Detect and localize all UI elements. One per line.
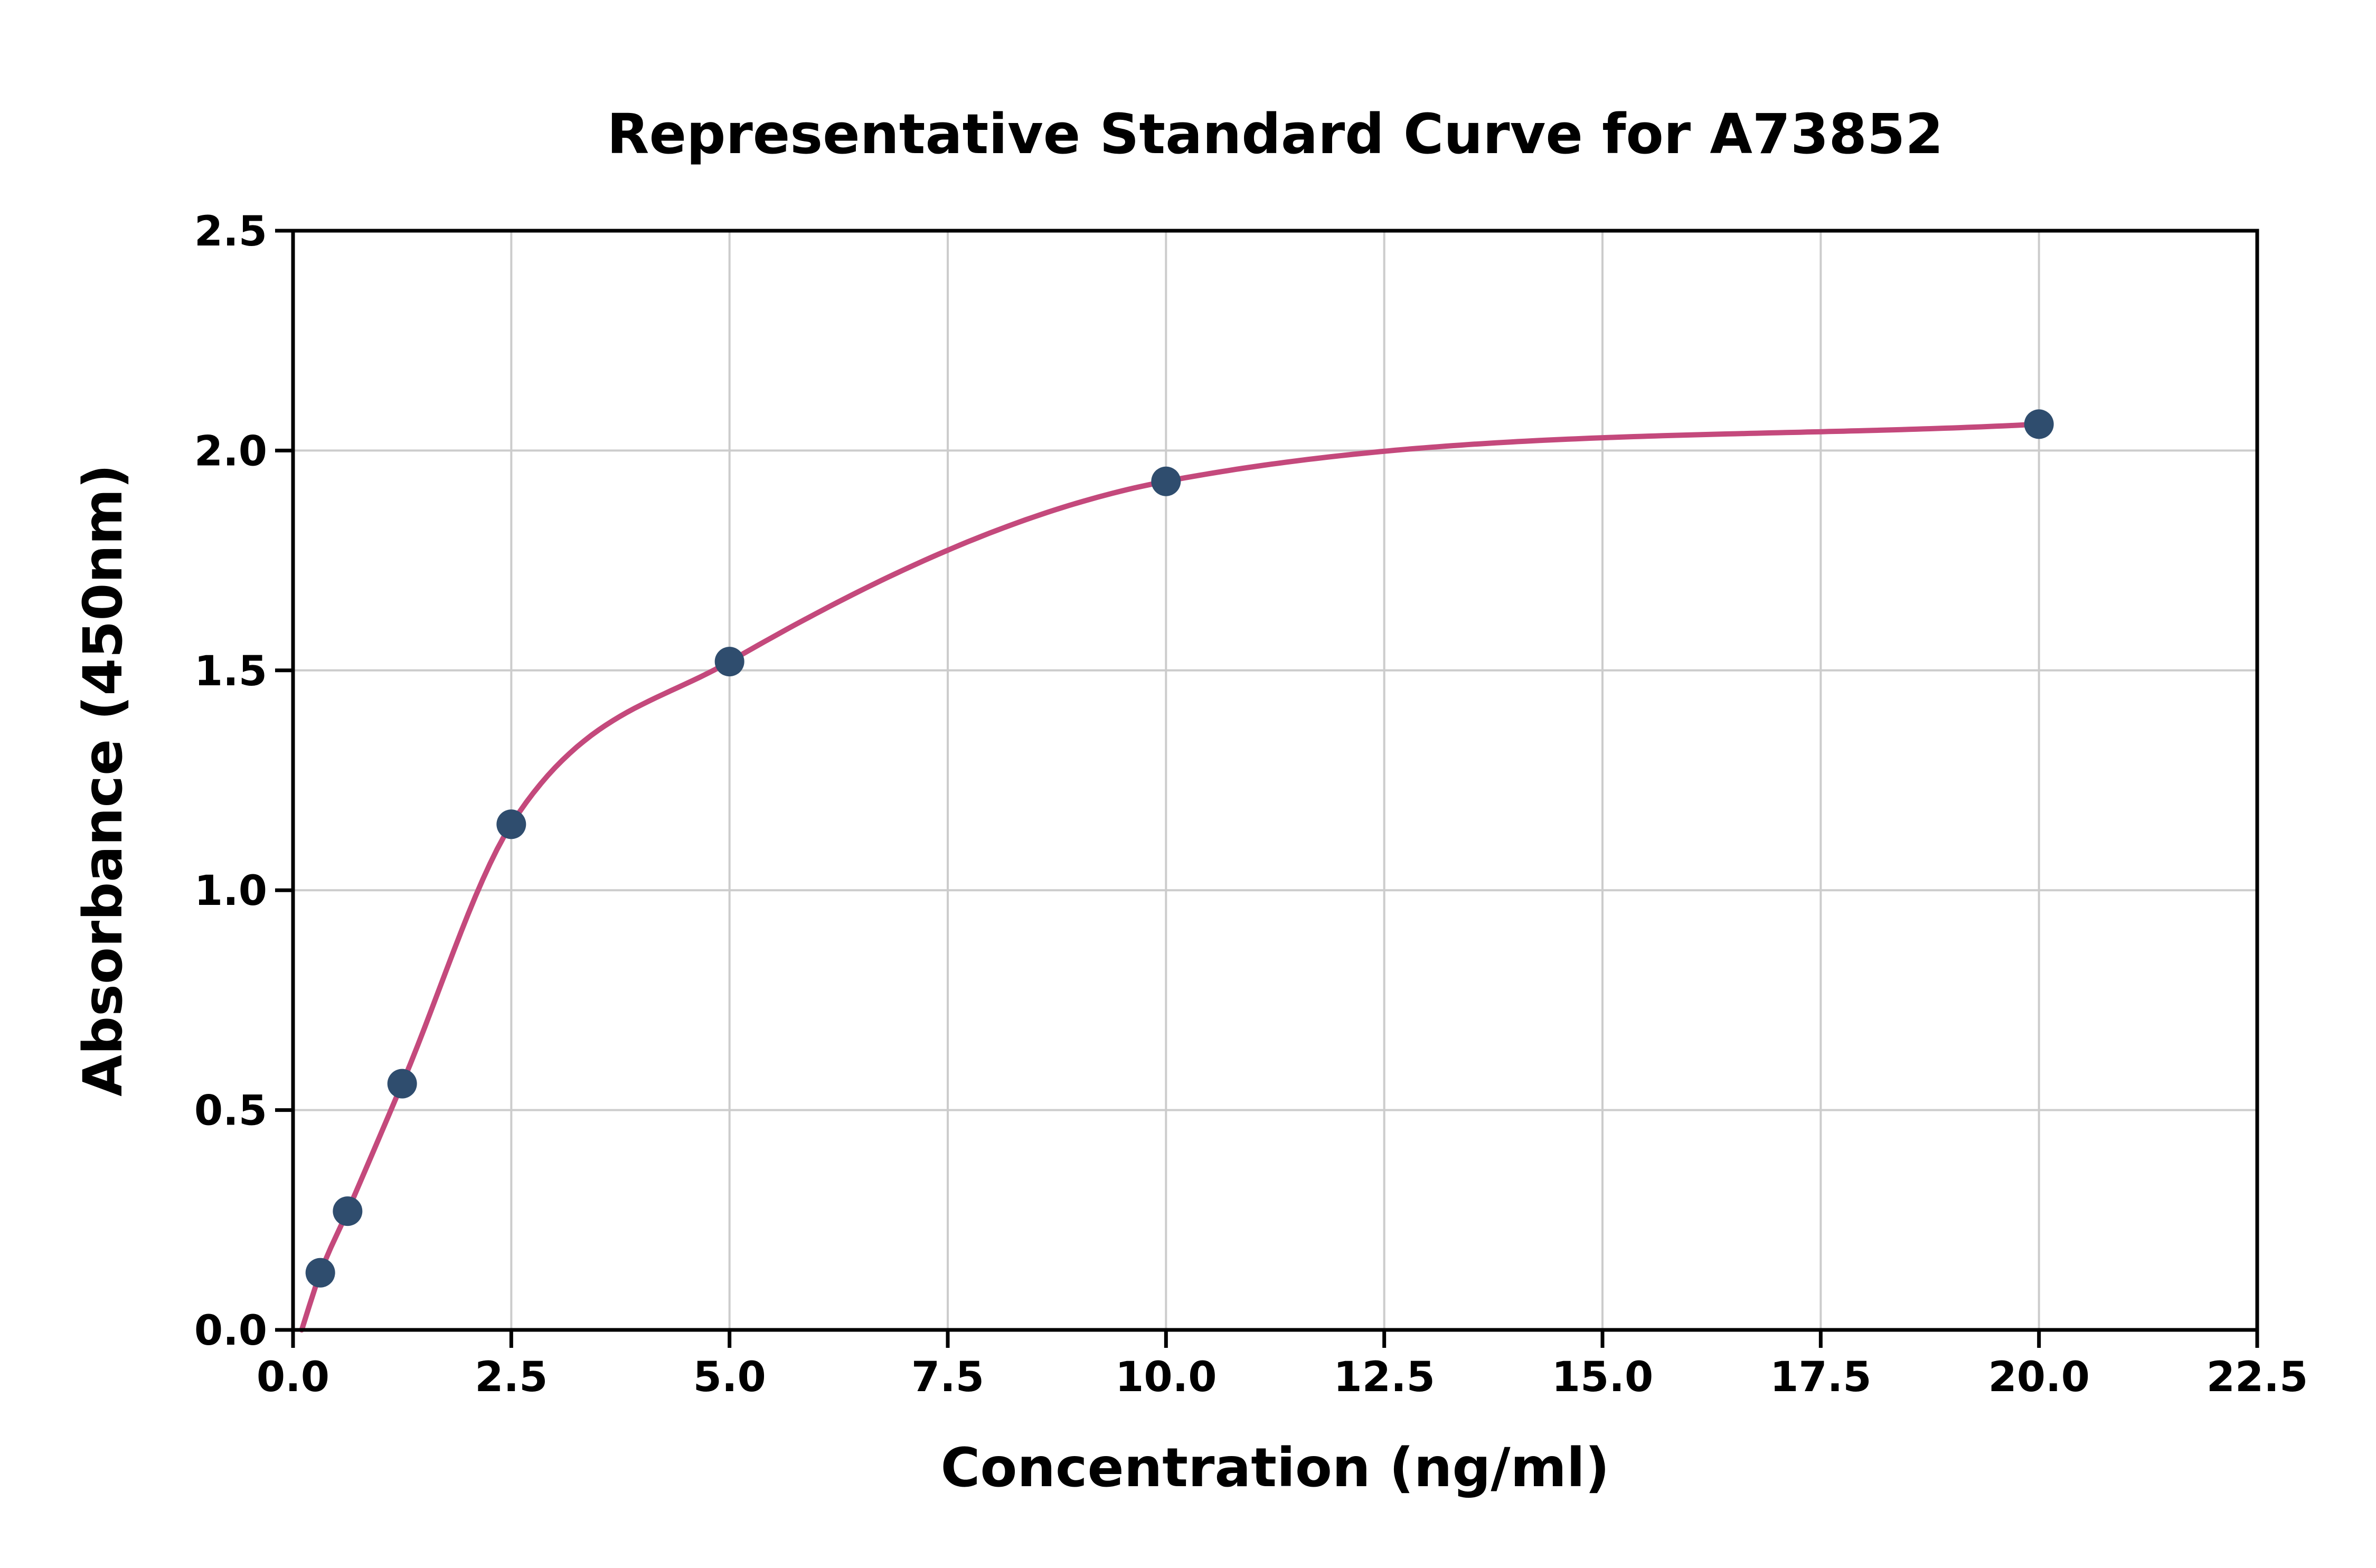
x-tick-label: 0.0 <box>257 1354 329 1401</box>
data-point <box>1151 466 1181 496</box>
series-layer <box>299 409 2054 1333</box>
data-point <box>305 1258 335 1288</box>
data-point <box>387 1069 417 1099</box>
data-point <box>333 1196 363 1226</box>
x-axis-label: Concentration (ng/ml) <box>941 1437 1610 1499</box>
x-tick-label: 20.0 <box>1988 1354 2089 1401</box>
axes-frame <box>291 229 2259 1332</box>
x-tick-label: 15.0 <box>1552 1354 1653 1401</box>
x-tick-label: 10.0 <box>1115 1354 1217 1401</box>
x-tick-label: 7.5 <box>911 1354 984 1401</box>
x-tick-label: 2.5 <box>475 1354 548 1401</box>
y-tick-label: 1.5 <box>194 648 267 695</box>
data-point <box>496 809 526 839</box>
y-axis-label: Absorbance (450nm) <box>72 464 135 1097</box>
y-tick-label: 0.0 <box>194 1307 267 1355</box>
tick-label-layer: 0.0 2.5 5.0 7.5 10.0 12.5 15.0 17.5 20.0 22.5 0.0 0… <box>194 208 2308 1401</box>
axes-layer <box>275 229 2259 1348</box>
fit-curve <box>299 421 2042 1333</box>
y-tick-label: 2.5 <box>194 208 267 256</box>
data-point <box>2024 409 2054 439</box>
x-tick-label: 5.0 <box>693 1354 766 1401</box>
y-tick-label: 1.0 <box>194 867 267 915</box>
y-tick-label: 2.0 <box>194 428 267 475</box>
x-tick-label: 12.5 <box>1333 1354 1435 1401</box>
data-point <box>714 647 744 677</box>
grid-layer <box>292 230 2258 1331</box>
x-tick-label: 17.5 <box>1770 1354 1871 1401</box>
x-tick-label: 22.5 <box>2207 1354 2308 1401</box>
y-tick-label: 0.5 <box>194 1088 267 1135</box>
chart-title: Representative Standard Curve for A73852 <box>607 102 1943 166</box>
